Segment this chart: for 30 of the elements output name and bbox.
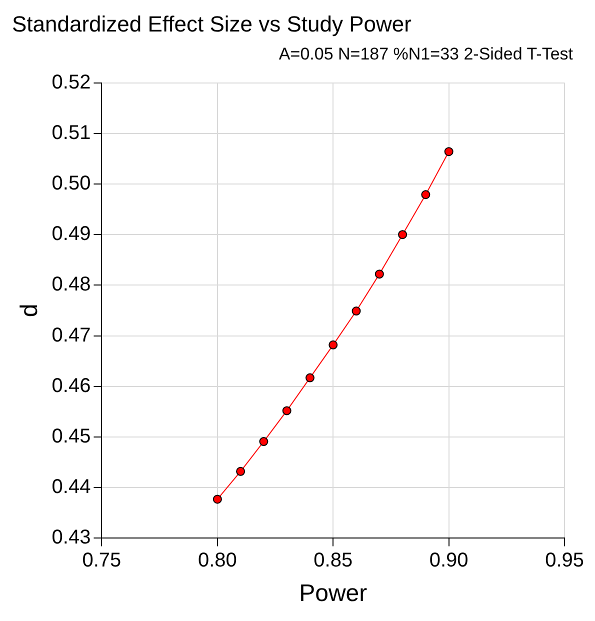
- point: [328, 340, 338, 350]
- x-tick-label: 0.85: [314, 550, 353, 572]
- x-tick-label: 0.90: [429, 550, 468, 572]
- chart-subtitle: A=0.05 N=187 %N1=33 2-Sided T-Test: [278, 44, 574, 64]
- x-axis-title: Power: [299, 580, 368, 608]
- y-tick-label: 0.48: [52, 274, 91, 296]
- point: [236, 466, 246, 476]
- point: [421, 190, 430, 200]
- y-tick-label: 0.44: [52, 476, 91, 498]
- y-tick-label: 0.49: [52, 223, 91, 246]
- point: [444, 147, 454, 156]
- point: [398, 230, 408, 240]
- y-tick-label: 0.43: [52, 526, 91, 549]
- y-axis-title: d: [16, 304, 44, 318]
- y-tick-label: 0.46: [52, 374, 91, 397]
- point: [352, 306, 361, 316]
- y-tick-label: 0.47: [52, 324, 91, 346]
- y-tick-label: 0.50: [52, 172, 91, 195]
- y-tick-label: 0.51: [52, 122, 91, 144]
- point: [259, 437, 268, 446]
- x-tick-label: 0.80: [198, 550, 237, 572]
- point: [305, 373, 314, 382]
- y-tick-label: 0.45: [52, 426, 91, 448]
- point: [212, 494, 222, 504]
- y-tick-label: 0.52: [52, 71, 91, 94]
- point: [374, 270, 384, 279]
- chart-title: Standardized Effect Size vs Study Power: [12, 11, 412, 36]
- x-tick-label: 0.95: [545, 550, 584, 572]
- x-tick-label: 0.75: [82, 550, 122, 572]
- point: [282, 406, 292, 416]
